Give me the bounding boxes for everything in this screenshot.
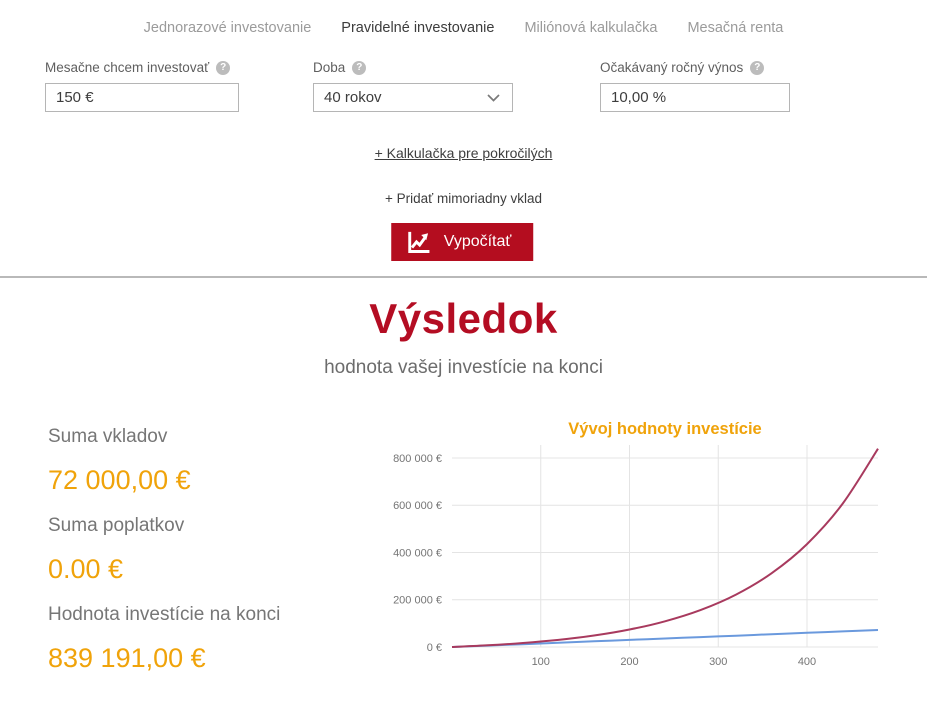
monthly-investment-label: Mesačne chcem investovať bbox=[45, 60, 210, 75]
svg-text:200: 200 bbox=[620, 656, 638, 668]
advanced-calculator-link[interactable]: + Kalkulačka pre pokročilých bbox=[374, 145, 553, 161]
duration-select[interactable]: 40 rokov bbox=[313, 83, 513, 112]
svg-text:600 000 €: 600 000 € bbox=[393, 500, 442, 512]
result-summary: Suma vkladov 72 000,00 € Suma poplatkov 0.0… bbox=[48, 426, 388, 693]
svg-text:100: 100 bbox=[532, 656, 550, 668]
monthly-investment-input[interactable] bbox=[45, 83, 239, 112]
summary-label-hodnota-invest-cie-na-konci: Hodnota investície na konci bbox=[48, 604, 281, 625]
help-icon[interactable]: ? bbox=[352, 60, 367, 75]
chart-series-value-line bbox=[451, 448, 879, 648]
section-divider bbox=[0, 276, 927, 278]
svg-text:300: 300 bbox=[709, 656, 727, 668]
tab-mili-nov-kalkula-ka[interactable]: Miliónová kalkulačka bbox=[524, 20, 658, 36]
summary-label-suma-poplatkov: Suma poplatkov bbox=[48, 515, 185, 536]
extra-deposit-link[interactable]: + Pridať mimoriadny vklad bbox=[385, 191, 542, 206]
result-subtitle: hodnota vašej investície na konci bbox=[324, 357, 603, 378]
svg-text:400: 400 bbox=[798, 656, 816, 668]
svg-text:400 000 €: 400 000 € bbox=[393, 547, 442, 559]
trending-chart-icon bbox=[407, 231, 429, 253]
chevron-down-icon bbox=[487, 93, 500, 102]
expected-yield-label: Očakávaný ročný výnos bbox=[600, 60, 744, 75]
tab-jednorazov-investovanie[interactable]: Jednorazové investovanie bbox=[143, 20, 312, 36]
duration-selected-value: 40 rokov bbox=[324, 89, 382, 106]
expected-yield-input[interactable] bbox=[600, 83, 790, 112]
calculate-button-label: Vypočítať bbox=[443, 233, 512, 250]
tab-bar: Jednorazové investovanie Pravidelné inves… bbox=[0, 20, 927, 36]
tab-pravideln-investovanie[interactable]: Pravidelné investovanie bbox=[341, 20, 495, 36]
chart-gridlines bbox=[452, 445, 878, 648]
help-icon[interactable]: ? bbox=[216, 60, 231, 75]
field-monthly-investment: Mesačne chcem investovať ? bbox=[45, 60, 239, 112]
svg-text:200 000 €: 200 000 € bbox=[393, 595, 442, 607]
field-duration: Doba ? 40 rokov bbox=[313, 60, 513, 112]
summary-value-hodnota-invest-cie-na-konci: 839 191,00 € bbox=[48, 643, 206, 673]
investment-chart: 0 €200 000 €400 000 €600 000 €800 000 € … bbox=[393, 445, 879, 668]
field-expected-yield: Očakávaný ročný výnos ? bbox=[600, 60, 790, 112]
summary-value-suma-vkladov: 72 000,00 € bbox=[48, 465, 191, 495]
chart-series-deposits-line bbox=[451, 629, 879, 648]
tab-mesa-n-renta[interactable]: Mesačná renta bbox=[687, 20, 784, 36]
duration-label: Doba bbox=[313, 60, 346, 75]
chart-x-axis-labels: 100 200 300 400 bbox=[532, 656, 817, 668]
chart-y-axis-labels: 0 € 200 000 € 400 000 € 600 000 € 800 000 € bbox=[393, 453, 442, 654]
help-icon[interactable]: ? bbox=[750, 60, 765, 75]
svg-text:0 €: 0 € bbox=[427, 642, 442, 654]
chart-title: Vývoj hodnoty investície bbox=[568, 420, 762, 438]
calculate-button[interactable]: Vypočítať bbox=[390, 223, 534, 261]
chart-container: Vývoj hodnoty investície 0 € 200 000 € 400… bbox=[385, 418, 927, 688]
result-title: Výsledok bbox=[369, 295, 558, 342]
summary-label-suma-vkladov: Suma vkladov bbox=[48, 426, 168, 447]
svg-text:800 000 €: 800 000 € bbox=[393, 453, 442, 465]
summary-value-suma-poplatkov: 0.00 € bbox=[48, 554, 124, 584]
